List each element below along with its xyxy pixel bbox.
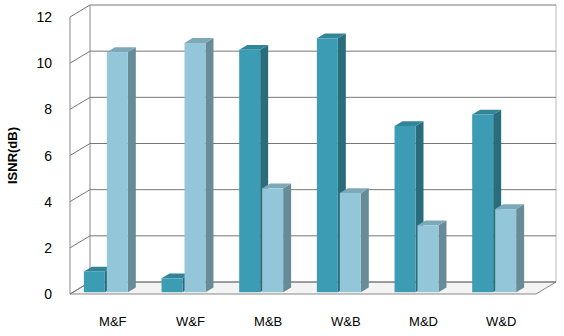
bar-top xyxy=(395,121,424,126)
bar-front xyxy=(239,50,260,292)
bar-side xyxy=(438,220,446,292)
bar-top xyxy=(107,47,136,52)
bar-top xyxy=(317,33,346,38)
x-tick-label: W&D xyxy=(486,314,516,329)
bar xyxy=(495,204,524,292)
bar-top xyxy=(239,45,268,50)
bar-side xyxy=(516,204,524,292)
bar-side xyxy=(361,188,369,292)
bar xyxy=(185,38,214,292)
grid-line xyxy=(70,51,556,63)
bar-front xyxy=(162,278,183,292)
x-tick-label: M&D xyxy=(409,314,438,329)
bar-front xyxy=(107,52,128,292)
y-tick-label: 12 xyxy=(36,9,52,25)
x-tick-label: M&B xyxy=(254,314,282,329)
bar-side xyxy=(283,184,291,293)
y-tick-label: 8 xyxy=(44,101,52,117)
bar-top xyxy=(185,38,214,43)
bar-side xyxy=(128,47,136,292)
bar xyxy=(262,184,291,293)
bar-front xyxy=(340,193,361,292)
bar-front xyxy=(418,225,439,292)
bar-front xyxy=(185,43,206,292)
chart: 0 2 4 6 8 10 12 ISNR(dB) M&F W&F M&B W&B M&D W&D xyxy=(0,0,564,336)
bars xyxy=(84,33,524,292)
x-tick-label: W&F xyxy=(176,314,205,329)
bar-front xyxy=(395,126,416,292)
bar-top xyxy=(262,184,291,189)
bar xyxy=(107,47,136,292)
y-tick-label: 4 xyxy=(44,194,52,210)
bar-side xyxy=(205,38,213,292)
y-tick-label: 10 xyxy=(36,55,52,71)
bar xyxy=(418,220,447,292)
bar xyxy=(340,188,369,292)
y-axis-title: ISNR(dB) xyxy=(5,127,20,184)
grid-line xyxy=(70,5,556,17)
bar-top xyxy=(495,204,524,209)
bar-front xyxy=(472,114,493,292)
x-tick-label: W&B xyxy=(331,314,361,329)
bar-front xyxy=(317,38,338,292)
bar-top xyxy=(418,220,447,225)
y-tick-label: 0 xyxy=(44,286,52,302)
bar-top xyxy=(472,110,501,115)
bar-front xyxy=(495,209,516,292)
x-tick-label: M&F xyxy=(99,314,127,329)
y-tick-label: 6 xyxy=(44,148,52,164)
y-tick-label: 2 xyxy=(44,240,52,256)
bar-top xyxy=(340,188,369,193)
grid-line xyxy=(70,97,556,109)
bar-front xyxy=(84,271,105,292)
bar-front xyxy=(262,188,283,292)
